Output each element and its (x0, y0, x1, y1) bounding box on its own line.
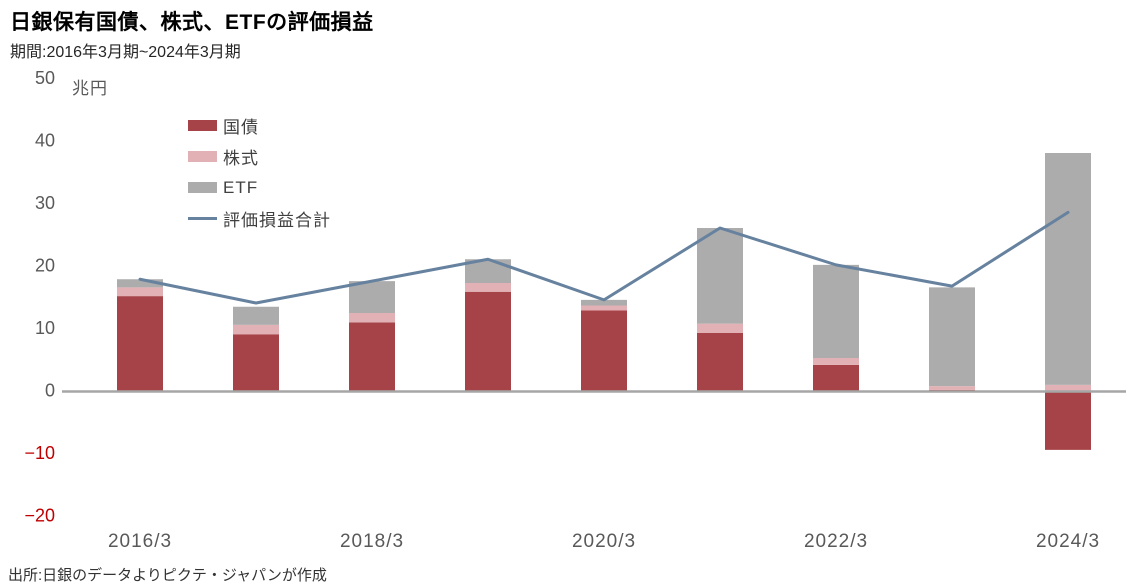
x-tick-label: 2016/3 (108, 531, 172, 552)
bar-segment-株式-2021/3 (697, 323, 743, 333)
bar-segment-国債-2018/3 (349, 322, 395, 391)
legend-label: 国債 (223, 118, 259, 137)
y-tick-label: 30 (35, 193, 55, 213)
legend-item-株式: 株式 (188, 141, 331, 172)
legend-item-total: 評価損益合計 (188, 203, 331, 234)
bar-segment-株式-2020/3 (581, 305, 627, 311)
chart-title: 日銀保有国債、株式、ETFの評価損益 (10, 11, 374, 34)
y-axis-unit-label: 兆円 (72, 79, 108, 98)
bar-segment-ETF-2022/3 (813, 264, 859, 358)
y-tick-label: −10 (24, 443, 55, 463)
x-tick-label: 2024/3 (1036, 531, 1100, 552)
legend-swatch-icon (188, 182, 217, 193)
y-tick-label: −20 (24, 506, 55, 526)
source-note: 出所:日銀のデータよりピクテ・ジャパンが作成 (8, 567, 327, 584)
y-tick-label: 0 (45, 381, 55, 401)
bar-segment-ETF-2016/3 (117, 279, 163, 288)
bar-segment-ETF-2021/3 (697, 228, 743, 324)
bar-segment-国債-2023/3 (929, 389, 975, 391)
legend-label: 株式 (223, 149, 259, 168)
bar-segment-ETF-2017/3 (233, 306, 279, 325)
legend-swatch-icon (188, 120, 217, 131)
total-line-series (138, 210, 1070, 305)
bar-segment-株式-2016/3 (117, 287, 163, 297)
legend-item-国債: 国債 (188, 110, 331, 141)
y-tick-label: 20 (35, 256, 55, 276)
chart-subtitle: 期間:2016年3月期~2024年3月期 (10, 44, 241, 61)
x-tick-label: 2020/3 (572, 531, 636, 552)
bar-segment-国債-2019/3 (465, 291, 511, 391)
bar-segment-株式-2019/3 (465, 283, 511, 292)
bar-segment-株式-2023/3 (929, 386, 975, 390)
legend-item-ETF: ETF (188, 172, 331, 203)
bar-segment-国債-2024/3 (1045, 390, 1091, 450)
bar-segment-国債-2021/3 (697, 333, 743, 391)
bar-segment-国債-2022/3 (813, 364, 859, 391)
legend-swatch-icon (188, 151, 217, 162)
legend-label: ETF (223, 177, 259, 197)
y-tick-label: 50 (35, 68, 55, 88)
bar-segment-国債-2017/3 (233, 334, 279, 391)
legend: 国債株式 ETF 評価損益合計 (188, 110, 331, 234)
x-tick-label: 2022/3 (804, 531, 868, 552)
bar-segment-ETF-2024/3 (1045, 153, 1091, 385)
y-tick-label: 10 (35, 318, 55, 338)
x-tick-label: 2018/3 (340, 531, 404, 552)
bar-segment-国債-2020/3 (581, 310, 627, 391)
bar-segment-株式-2017/3 (233, 324, 279, 335)
bar-segment-株式-2024/3 (1045, 384, 1091, 391)
bar-segment-ETF-2019/3 (465, 259, 511, 283)
legend-label: 評価損益合計 (223, 211, 331, 230)
bar-segment-株式-2022/3 (813, 358, 859, 365)
legend-swatch-icon (188, 217, 217, 220)
bar-segment-ETF-2023/3 (929, 287, 975, 387)
bar-segment-ETF-2018/3 (349, 281, 395, 313)
bar-segment-株式-2018/3 (349, 313, 395, 323)
bar-segment-国債-2016/3 (117, 296, 163, 391)
y-tick-label: 40 (35, 131, 55, 151)
bar-segment-ETF-2020/3 (581, 299, 627, 306)
